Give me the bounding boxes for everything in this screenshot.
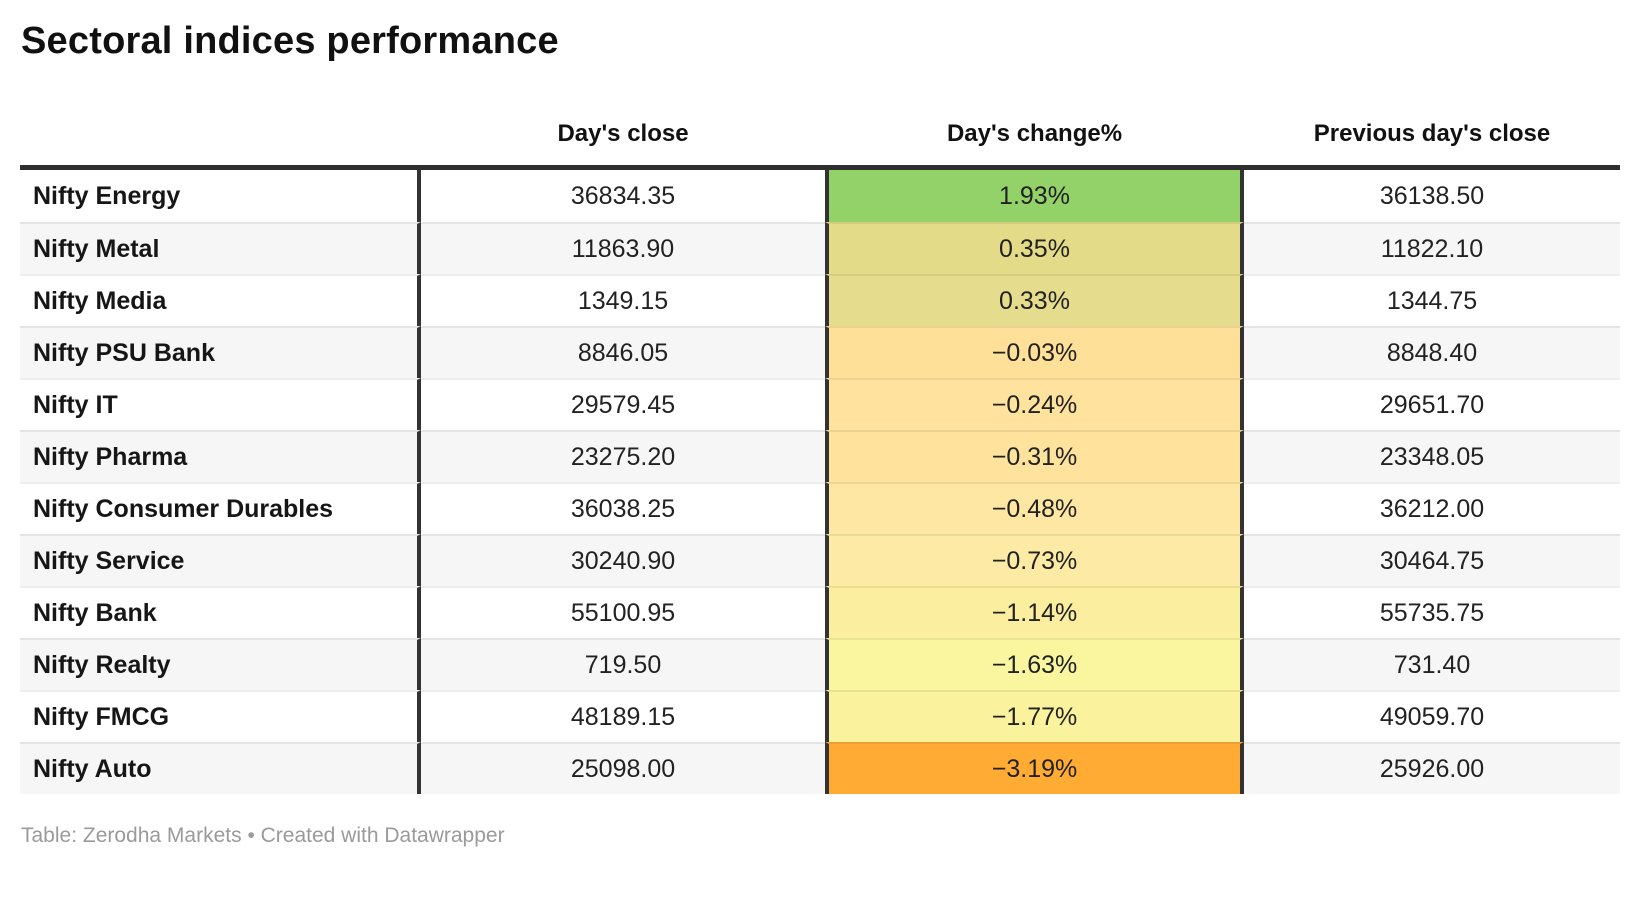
footer-source-link[interactable]: Zerodha Markets bbox=[82, 824, 242, 847]
days-change-value: −0.03% bbox=[825, 326, 1244, 378]
days-close-value: 23275.20 bbox=[421, 430, 825, 482]
footer-source-prefix: Table: bbox=[21, 824, 83, 847]
table-row: Nifty Bank 55100.95 −1.14% 55735.75 bbox=[20, 586, 1620, 638]
table-row: Nifty Pharma 23275.20 −0.31% 23348.05 bbox=[20, 430, 1620, 482]
row-label: Nifty Media bbox=[20, 274, 421, 326]
previous-days-close-value: 36212.00 bbox=[1244, 482, 1620, 534]
row-label: Nifty Energy bbox=[20, 170, 421, 222]
days-change-value: −0.48% bbox=[825, 482, 1244, 534]
days-close-value: 48189.15 bbox=[421, 690, 825, 742]
days-close-value: 8846.05 bbox=[421, 326, 825, 378]
days-change-value: −1.14% bbox=[825, 586, 1244, 638]
table-row: Nifty Consumer Durables 36038.25 −0.48% 362… bbox=[20, 482, 1620, 534]
row-label: Nifty Pharma bbox=[20, 430, 421, 482]
days-change-value: −1.77% bbox=[825, 690, 1244, 742]
row-label: Nifty FMCG bbox=[20, 690, 421, 742]
table-row: Nifty Energy 36834.35 1.93% 36138.50 bbox=[20, 170, 1620, 222]
days-change-value: −1.63% bbox=[825, 638, 1244, 690]
days-close-value: 36038.25 bbox=[421, 482, 825, 534]
row-label: Nifty Realty bbox=[20, 638, 421, 690]
days-change-value: −3.19% bbox=[825, 742, 1244, 794]
days-close-value: 55100.95 bbox=[421, 586, 825, 638]
table-row: Nifty PSU Bank 8846.05 −0.03% 8848.40 bbox=[20, 326, 1620, 378]
column-header-days-change: Day's change% bbox=[825, 64, 1244, 170]
row-label: Nifty Auto bbox=[20, 742, 421, 794]
days-change-value: 0.35% bbox=[825, 222, 1244, 274]
row-label: Nifty PSU Bank bbox=[20, 326, 421, 378]
previous-days-close-value: 30464.75 bbox=[1244, 534, 1620, 586]
days-change-value: 1.93% bbox=[825, 170, 1244, 222]
days-change-value: −0.73% bbox=[825, 534, 1244, 586]
column-header-days-close: Day's close bbox=[421, 64, 825, 170]
table-body: Nifty Energy 36834.35 1.93% 36138.50 Nifty M… bbox=[20, 170, 1620, 794]
previous-days-close-value: 49059.70 bbox=[1244, 690, 1620, 742]
days-close-value: 29579.45 bbox=[421, 378, 825, 430]
column-header-index bbox=[20, 64, 421, 170]
footer-separator: • bbox=[241, 824, 261, 847]
row-label: Nifty Service bbox=[20, 534, 421, 586]
table-row: Nifty IT 29579.45 −0.24% 29651.70 bbox=[20, 378, 1620, 430]
row-label: Nifty Metal bbox=[20, 222, 421, 274]
sectoral-indices-table: Day's close Day's change% Previous day's… bbox=[20, 64, 1620, 794]
table-row: Nifty Auto 25098.00 −3.19% 25926.00 bbox=[20, 742, 1620, 794]
previous-days-close-value: 36138.50 bbox=[1379, 181, 1485, 210]
footer-datawrapper-credit-link[interactable]: Created with Datawrapper bbox=[260, 824, 505, 847]
page-title: Sectoral indices performance bbox=[21, 20, 559, 62]
days-close-value: 30240.90 bbox=[421, 534, 825, 586]
days-close-value: 719.50 bbox=[421, 638, 825, 690]
table-row: Nifty Realty 719.50 −1.63% 731.40 bbox=[20, 638, 1620, 690]
previous-days-close-value: 23348.05 bbox=[1244, 430, 1620, 482]
previous-days-close-value: 55735.75 bbox=[1244, 586, 1620, 638]
days-close-value: 25098.00 bbox=[421, 742, 825, 794]
days-close-value: 1349.15 bbox=[421, 274, 825, 326]
days-change-value: −0.24% bbox=[825, 378, 1244, 430]
table-row: Nifty Media 1349.15 0.33% 1344.75 bbox=[20, 274, 1620, 326]
days-close-value: 11863.90 bbox=[421, 222, 825, 274]
table-row: Nifty FMCG 48189.15 −1.77% 49059.70 bbox=[20, 690, 1620, 742]
previous-days-close-value: 1344.75 bbox=[1244, 274, 1620, 326]
table-row: Nifty Metal 11863.90 0.35% 11822.10 bbox=[20, 222, 1620, 274]
days-change-value: 0.33% bbox=[825, 274, 1244, 326]
table-header-row: Day's close Day's change% Previous day's… bbox=[20, 64, 1620, 170]
row-label: Nifty Consumer Durables bbox=[20, 482, 421, 534]
previous-days-close-value: 8848.40 bbox=[1244, 326, 1620, 378]
previous-days-close-value: 731.40 bbox=[1244, 638, 1620, 690]
row-label: Nifty IT bbox=[20, 378, 421, 430]
table-footer: Table: Zerodha Markets • Created with Da… bbox=[21, 824, 1636, 848]
previous-days-close-value: 29651.70 bbox=[1244, 378, 1620, 430]
table-row: Nifty Service 30240.90 −0.73% 30464.75 bbox=[20, 534, 1620, 586]
days-change-value: −0.31% bbox=[825, 430, 1244, 482]
days-close-value: 36834.35 bbox=[570, 181, 676, 210]
previous-days-close-value: 11822.10 bbox=[1244, 222, 1620, 274]
column-header-previous-days-close: Previous day's close bbox=[1244, 64, 1620, 170]
previous-days-close-value: 25926.00 bbox=[1244, 742, 1620, 794]
row-label: Nifty Bank bbox=[20, 586, 421, 638]
